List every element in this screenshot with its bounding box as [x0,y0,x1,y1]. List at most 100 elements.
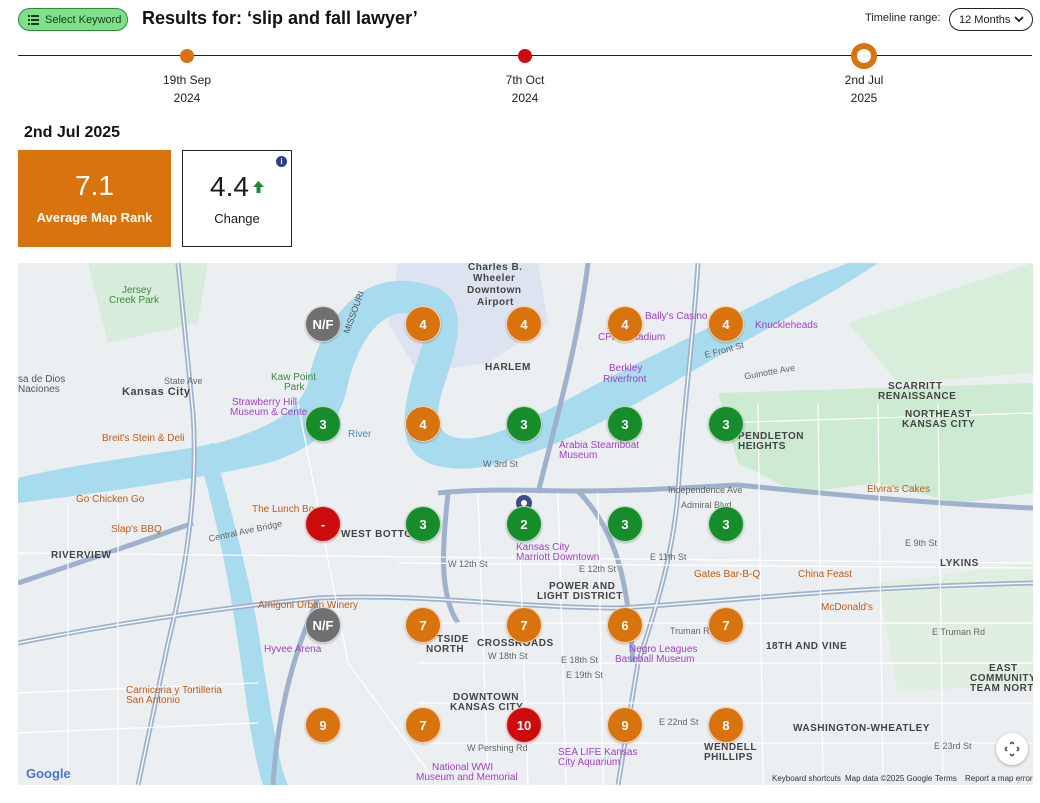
rank-marker[interactable]: 7 [506,607,542,643]
rank-marker[interactable]: 8 [708,707,744,743]
rank-marker[interactable]: 9 [607,707,643,743]
map-label: Berkley [609,363,643,374]
timeline-point-2[interactable] [518,49,532,63]
rank-marker[interactable]: 4 [405,306,441,342]
average-rank-label: Average Map Rank [36,210,153,225]
report-map-error-link[interactable]: Report a map error [965,774,1033,783]
timeline-date-1: 19th Sep 2024 [162,73,212,105]
map-label: E 18th St [561,655,599,665]
map-label: Creek Park [109,295,160,306]
map-label: Admiral Blvd [681,500,732,510]
map-label: Negro Leagues [629,644,698,655]
map-label: Go Chicken Go [76,494,145,505]
rank-marker[interactable]: 10 [506,707,542,743]
map-label: WASHINGTON-WHEATLEY [793,723,930,734]
map-label: HEIGHTS [738,441,786,452]
rank-marker[interactable]: 3 [607,506,643,542]
fullscreen-button[interactable] [996,733,1028,765]
rank-marker[interactable]: 3 [506,406,542,442]
map-label: City Aquarium [558,757,621,768]
map-label: Charles B. [468,263,523,273]
map-label: PHILLIPS [704,752,754,763]
google-logo: Google [26,766,71,781]
select-keyword-label: Select Keyword [45,13,122,26]
map-label: Independence Ave [668,485,743,495]
rank-marker[interactable]: 4 [607,306,643,342]
timeline-point-3-selected[interactable] [851,43,877,69]
fullscreen-icon [1004,741,1020,757]
map-label: Park [284,382,305,393]
map-label: Baseball Museum [615,654,695,665]
map-label: NORTH [426,644,465,655]
map-label: PENDLETON [738,431,804,442]
rank-marker[interactable]: 4 [506,306,542,342]
map-label: E 9th St [905,538,938,548]
map-label: KANSAS CITY [450,702,524,713]
rank-marker[interactable]: 2 [506,506,542,542]
timeline-point-1[interactable] [180,49,194,63]
map-label: POWER AND [549,581,616,592]
map-label: KANSAS CITY [902,419,976,430]
map-label: San Antonio [126,695,180,706]
map-label: HARLEM [485,362,531,373]
select-keyword-button[interactable]: Select Keyword [18,8,128,31]
map-label: Kaw Point [271,372,317,383]
map-view[interactable]: Charles B. Wheeler Downtown Airport Jers… [18,263,1033,785]
map-label: Kansas City [122,386,191,398]
rank-marker[interactable]: N/F [305,306,341,342]
info-icon[interactable]: i [276,156,287,167]
rank-marker[interactable]: 7 [708,607,744,643]
map-label: W 12th St [448,559,488,569]
map-label: Riverfront [603,374,647,385]
rank-marker[interactable]: 7 [405,707,441,743]
rank-marker[interactable]: N/F [305,607,341,643]
map-label: Kansas City [516,542,570,553]
rank-marker[interactable]: 3 [708,406,744,442]
map-label: E 12th St [579,564,617,574]
map-label: Museum & Cente [230,407,308,418]
map-label: River [348,429,372,440]
map-label: Slap's BBQ [111,524,162,535]
map-label: WEST BOTTOMS [341,529,429,540]
map-label: China Feast [798,569,852,580]
rank-marker[interactable]: 3 [305,406,341,442]
map-label: W 18th St [488,651,528,661]
map-label: LYKINS [940,558,979,569]
map-label: COMMUNITY [970,673,1033,684]
terms-link[interactable]: Terms [935,774,957,783]
rank-marker[interactable]: 3 [607,406,643,442]
page-title: Results for: ‘slip and fall lawyer’ [142,8,418,28]
map-base [18,263,1033,785]
map-label: WENDELL [704,742,757,753]
rank-marker[interactable]: 3 [405,506,441,542]
map-label: E 19th St [566,670,604,680]
map-label: SCARRITT [888,381,943,392]
map-label: EAST [989,663,1018,674]
map-label: McDonald's [821,602,873,613]
keyboard-shortcuts-link[interactable]: Keyboard shortcuts [772,774,841,783]
map-label: Naciones [18,384,60,395]
map-label: E 23rd St [934,741,972,751]
timeline-range-select[interactable]: 12 Months [949,8,1033,31]
map-label: State Ave [164,376,203,386]
map-label: Arabia Steamboat [559,440,640,451]
list-icon [28,14,39,25]
map-label: Knuckleheads [755,320,818,331]
rank-marker[interactable]: 7 [405,607,441,643]
change-card: i 4.4 Change [182,150,292,247]
timeline-date-3: 2nd Jul 2025 [844,73,884,105]
map-label: Truman Rd [670,626,715,636]
rank-marker[interactable]: 9 [305,707,341,743]
rank-marker[interactable]: 4 [708,306,744,342]
map-label: E Truman Rd [932,627,986,637]
map-label: Hyvee Arena [264,644,322,655]
map-label: Downtown [467,285,522,296]
rank-marker[interactable]: 3 [708,506,744,542]
rank-marker[interactable]: 6 [607,607,643,643]
rank-marker[interactable]: - [305,506,341,542]
map-label: Amigoni Urban Winery [258,600,359,611]
map-label: RIVERVIEW [51,550,112,561]
map-data-attribution: Map data ©2025 Google [845,774,933,783]
map-label: Airport [477,297,514,308]
rank-marker[interactable]: 4 [405,406,441,442]
